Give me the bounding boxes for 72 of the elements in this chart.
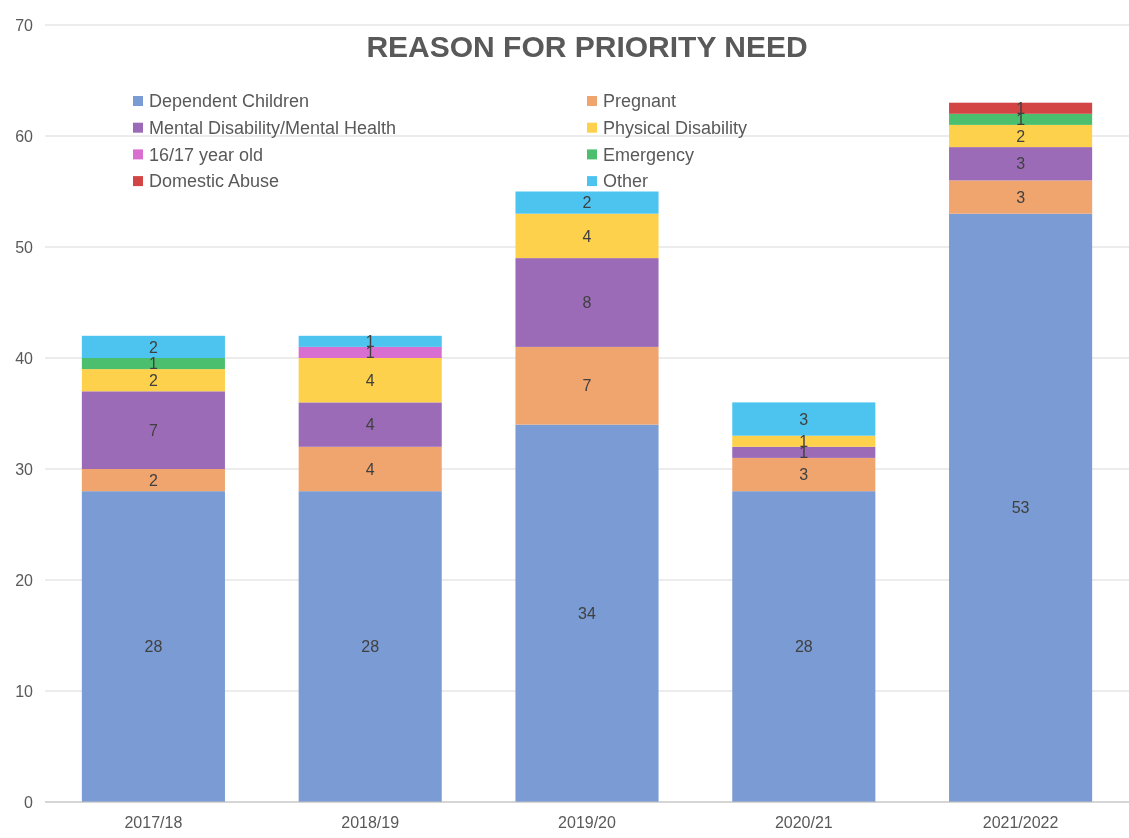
- data-label: 7: [582, 377, 592, 395]
- legend-label: Physical Disability: [603, 118, 748, 138]
- data-label: 2: [148, 338, 158, 356]
- data-label: 2: [1016, 127, 1026, 145]
- legend-label: Dependent Children: [149, 91, 310, 112]
- y-tick-label: 10: [15, 682, 34, 700]
- data-label: 2: [582, 194, 592, 212]
- data-label: 34: [578, 604, 596, 622]
- data-label: 8: [582, 294, 592, 312]
- bar: [81, 335, 225, 358]
- data-label: 3: [1016, 155, 1026, 173]
- bar: [81, 369, 225, 392]
- y-tick-label: 40: [15, 349, 34, 367]
- data-label: 53: [1011, 499, 1030, 517]
- bar: [949, 113, 1093, 125]
- bar: [732, 402, 876, 436]
- bar: [732, 457, 876, 492]
- chart-title: REASON FOR PRIORITY NEED: [366, 30, 808, 63]
- data-label: 3: [1016, 188, 1026, 206]
- y-tick-label: 0: [24, 793, 34, 811]
- bar: [298, 335, 442, 347]
- data-label: 2: [148, 471, 158, 489]
- data-label: 2: [148, 371, 158, 389]
- x-tick-label: 2018/19: [341, 814, 400, 831]
- bar: [949, 180, 1093, 214]
- bar: [515, 258, 659, 347]
- data-label: 3: [799, 410, 809, 428]
- y-tick-label: 70: [15, 16, 34, 34]
- bar: [949, 147, 1093, 181]
- bar: [298, 446, 442, 492]
- bar: [298, 346, 442, 358]
- data-label: 4: [365, 416, 375, 434]
- bar: [732, 491, 876, 802]
- bar: [515, 213, 659, 259]
- y-tick-label: 30: [15, 460, 34, 478]
- x-tick-label: 2021/2022: [982, 814, 1059, 831]
- data-label: 4: [365, 371, 375, 389]
- y-tick-label: 20: [15, 571, 34, 589]
- x-tick-label: 2020/21: [774, 814, 833, 831]
- legend-label: Domestic Abuse: [149, 171, 280, 192]
- data-label: 4: [582, 227, 592, 245]
- bar: [298, 358, 442, 403]
- bar: [732, 446, 876, 458]
- y-tick-label: 60: [15, 127, 34, 145]
- bar: [81, 358, 225, 370]
- bar: [81, 491, 225, 802]
- legend-label: Emergency: [603, 144, 695, 165]
- x-tick-label: 2017/18: [124, 814, 183, 831]
- data-label: 28: [361, 638, 380, 656]
- bar: [949, 102, 1093, 114]
- data-label: 4: [365, 460, 375, 478]
- x-tick-label: 2019/20: [558, 814, 617, 831]
- bar: [515, 424, 659, 802]
- y-tick-label: 50: [15, 238, 34, 256]
- data-label: 7: [148, 421, 158, 439]
- bar: [298, 402, 442, 447]
- bar: [949, 213, 1093, 802]
- data-label: 1: [148, 355, 158, 373]
- data-label: 3: [799, 466, 809, 484]
- legend-label: 16/17 year old: [149, 144, 264, 165]
- legend-label: Mental Disability/Mental Health: [149, 118, 397, 138]
- bar: [732, 435, 876, 447]
- legend-label: Pregnant: [603, 91, 677, 112]
- bar: [81, 391, 225, 469]
- bar: [298, 491, 442, 802]
- data-label: 28: [794, 638, 813, 656]
- bar: [515, 346, 659, 425]
- bar: [515, 191, 659, 214]
- bar: [949, 124, 1093, 148]
- legend-label: Other: [603, 171, 649, 192]
- bar: [81, 469, 225, 492]
- data-label: 28: [144, 638, 163, 656]
